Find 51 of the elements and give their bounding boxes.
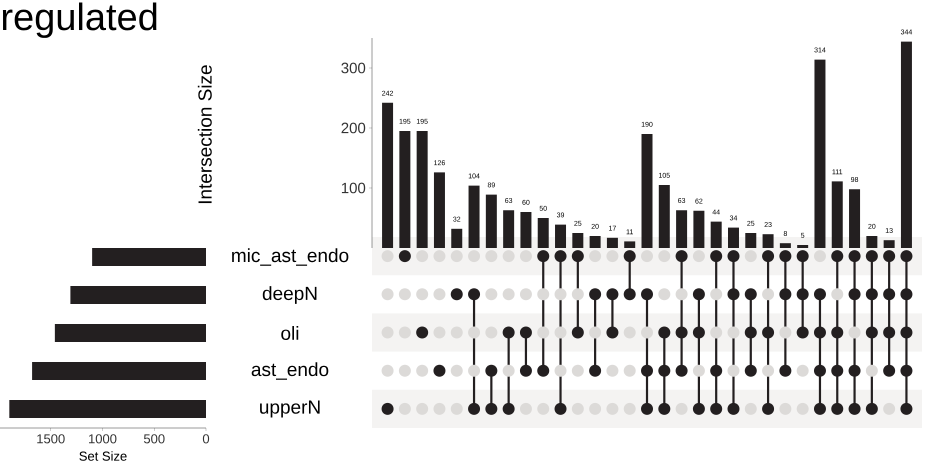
- bar: [416, 130, 428, 248]
- bar: [762, 234, 774, 248]
- category-label: oli: [281, 326, 298, 340]
- bar: [54, 324, 206, 342]
- bar: [434, 172, 445, 248]
- bar: [70, 286, 206, 304]
- bar: [486, 194, 497, 248]
- bar: [451, 228, 462, 248]
- bar: [92, 248, 206, 266]
- bar: [538, 218, 549, 248]
- x-tick-label: 0: [202, 434, 210, 444]
- bar: [9, 400, 206, 418]
- category-label: mic_ast_endo: [232, 248, 348, 266]
- bar: [884, 240, 895, 248]
- category-label: upperN: [260, 400, 320, 418]
- bar: [642, 134, 653, 248]
- y-tick-label: 300: [341, 62, 366, 74]
- y-tick-label: 200: [342, 122, 366, 134]
- x-tick-label: 1000: [89, 434, 116, 444]
- bar: [468, 186, 480, 248]
- bar: [832, 181, 843, 248]
- bar: [606, 238, 618, 248]
- bar: [849, 189, 860, 248]
- bar: [658, 185, 670, 248]
- bar: [745, 233, 756, 248]
- bar: [572, 233, 584, 248]
- bar: [814, 60, 826, 248]
- chart-title: regulated: [2, 2, 156, 38]
- bar: [728, 228, 739, 248]
- bar: [382, 102, 394, 248]
- bar: [866, 236, 878, 248]
- bar: [900, 42, 912, 248]
- x-tick-label: 500: [144, 434, 165, 444]
- bar: [520, 212, 532, 248]
- bar: [780, 243, 791, 248]
- bar: [797, 244, 808, 248]
- bar: [624, 241, 636, 248]
- bar: [503, 210, 514, 248]
- category-label: deepN: [262, 286, 316, 304]
- y-tick-label: 100: [342, 182, 366, 194]
- bar: [710, 222, 722, 248]
- bar: [555, 224, 566, 248]
- bar: [693, 210, 704, 248]
- x-axis-title: Set Size: [79, 451, 127, 461]
- x-tick-label: 1500: [37, 434, 65, 444]
- y-axis-title: Intersection Size: [198, 65, 212, 204]
- bar: [399, 130, 410, 248]
- bar: [590, 236, 601, 248]
- category-label: ast_endo: [252, 362, 328, 380]
- bar: [32, 362, 206, 380]
- bar: [676, 210, 688, 248]
